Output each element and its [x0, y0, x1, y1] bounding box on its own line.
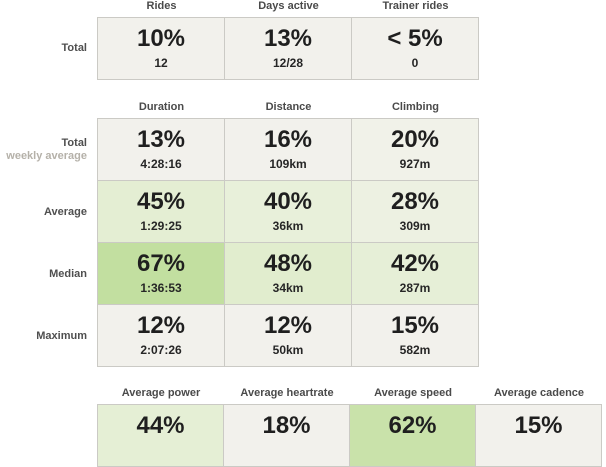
percent-value: 20% — [390, 126, 440, 153]
sub-value: 34km — [272, 281, 304, 295]
stat-cell-climbing-median: 42% 287m — [351, 243, 478, 304]
averages-header-row: Average power Average heartrate Average … — [0, 387, 606, 399]
percent-value: < 5% — [387, 25, 443, 52]
stat-cell-climbing-maximum: 15% 582m — [351, 305, 478, 366]
sub-value: 582m — [399, 343, 431, 357]
averages-table: Average power Average heartrate Average … — [0, 387, 606, 467]
row-cells: 45% 1:29:25 40% 36km 28% 309m — [97, 181, 479, 243]
stat-cell-climbing-average: 28% 309m — [351, 181, 478, 242]
percent-value: 28% — [390, 188, 440, 215]
label-column-spacer — [0, 101, 98, 113]
totals-table: Rides Days active Trainer rides Total 10… — [0, 0, 606, 80]
stat-cell-duration-median: 67% 1:36:53 — [98, 243, 224, 304]
percent-value: 15% — [514, 412, 563, 439]
percent-value: 16% — [263, 126, 313, 153]
row-cells: 13% 4:28:16 16% 109km 20% 927m — [97, 118, 479, 181]
table-row-maximum: Maximum 12% 2:07:26 12% 50km 15% 582m — [0, 305, 606, 367]
column-header-average-speed: Average speed — [374, 387, 452, 399]
sub-value: 1:36:53 — [140, 281, 182, 295]
stat-cell-trainer-rides-total: < 5% 0 — [351, 18, 478, 79]
sub-value: 2:07:26 — [140, 343, 182, 357]
column-header-trainer-rides: Trainer rides — [382, 0, 449, 12]
stat-cell-distance-median: 48% 34km — [224, 243, 351, 304]
percent-value: 67% — [136, 250, 186, 277]
ride-stats-header-row: Duration Distance Climbing — [0, 101, 606, 113]
column-header-rides: Rides — [146, 0, 177, 12]
column-header-climbing: Climbing — [391, 101, 440, 113]
table-row-total-weekly-average: Total weekly average 13% 4:28:16 16% 109… — [0, 118, 606, 181]
stat-cell-duration-weekly: 13% 4:28:16 — [98, 119, 224, 180]
column-header-days-active: Days active — [258, 0, 319, 12]
sub-value: 36km — [272, 219, 304, 233]
totals-header-row: Rides Days active Trainer rides — [0, 0, 606, 12]
table-row-averages: 44% 18% 62% 15% — [0, 404, 606, 467]
sub-value: 12 — [154, 56, 168, 70]
row-label-col — [0, 404, 97, 467]
label-column-spacer — [0, 0, 98, 12]
stat-cell-days-active-total: 13% 12/28 — [224, 18, 351, 79]
table-row-average: Average 45% 1:29:25 40% 36km 28% 309m — [0, 181, 606, 243]
stat-cell-climbing-weekly: 20% 927m — [351, 119, 478, 180]
column-header-distance: Distance — [265, 101, 312, 113]
percent-value: 12% — [263, 312, 313, 339]
sub-value: 109km — [269, 157, 307, 171]
table-row-median: Median 67% 1:36:53 48% 34km 42% 287m — [0, 243, 606, 305]
stat-cell-duration-maximum: 12% 2:07:26 — [98, 305, 224, 366]
stat-cell-average-power: 44% — [98, 405, 223, 466]
stat-cell-average-speed: 62% — [349, 405, 475, 466]
row-label-col: Total weekly average — [0, 118, 97, 181]
column-header-average-heartrate: Average heartrate — [240, 387, 334, 399]
percent-value: 48% — [263, 250, 313, 277]
stat-cell-distance-weekly: 16% 109km — [224, 119, 351, 180]
row-cells: 44% 18% 62% 15% — [97, 404, 602, 467]
row-label-col: Maximum — [0, 305, 97, 367]
stat-cell-distance-maximum: 12% 50km — [224, 305, 351, 366]
sub-value: 50km — [272, 343, 304, 357]
row-label: Maximum — [36, 329, 87, 342]
percent-value: 10% — [136, 25, 186, 52]
table-row-total: Total 10% 12 13% 12/28 < 5% 0 — [0, 17, 606, 80]
row-cells: 10% 12 13% 12/28 < 5% 0 — [97, 17, 479, 80]
stat-cell-rides-total: 10% 12 — [98, 18, 224, 79]
percent-value: 40% — [263, 188, 313, 215]
sub-value: 1:29:25 — [140, 219, 182, 233]
percent-value: 45% — [136, 188, 186, 215]
column-header-average-cadence: Average cadence — [493, 387, 585, 399]
sub-value: 287m — [399, 281, 431, 295]
stat-cell-average-heartrate: 18% — [223, 405, 349, 466]
row-label: Total — [61, 136, 87, 149]
label-column-spacer — [0, 387, 98, 399]
percent-value: 15% — [390, 312, 440, 339]
ride-stats-table: Duration Distance Climbing Total weekly … — [0, 101, 606, 367]
percent-value: 18% — [262, 412, 311, 439]
percent-value: 13% — [136, 126, 186, 153]
row-cells: 67% 1:36:53 48% 34km 42% 287m — [97, 243, 479, 305]
row-cells: 12% 2:07:26 12% 50km 15% 582m — [97, 305, 479, 367]
percent-value: 62% — [388, 412, 437, 439]
row-label: Total — [61, 42, 87, 54]
row-label: Median — [49, 267, 87, 280]
row-label-col: Average — [0, 181, 97, 243]
sub-value: 927m — [399, 157, 431, 171]
sub-value: 309m — [399, 219, 431, 233]
sub-value: 4:28:16 — [140, 157, 182, 171]
stat-cell-duration-average: 45% 1:29:25 — [98, 181, 224, 242]
row-sublabel: weekly average — [6, 149, 87, 162]
percent-value: 42% — [390, 250, 440, 277]
row-label: Average — [43, 205, 87, 218]
column-header-average-power: Average power — [121, 387, 201, 399]
column-header-duration: Duration — [138, 101, 185, 113]
percent-value: 44% — [136, 412, 185, 439]
stat-cell-average-cadence: 15% — [475, 405, 601, 466]
row-label-col: Total — [0, 17, 97, 80]
sub-value: 0 — [411, 56, 419, 70]
sub-value: 12/28 — [272, 56, 304, 70]
stat-cell-distance-average: 40% 36km — [224, 181, 351, 242]
percent-value: 13% — [263, 25, 313, 52]
row-label-col: Median — [0, 243, 97, 305]
percent-value: 12% — [136, 312, 186, 339]
